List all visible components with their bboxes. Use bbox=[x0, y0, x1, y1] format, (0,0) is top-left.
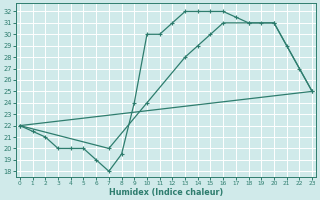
X-axis label: Humidex (Indice chaleur): Humidex (Indice chaleur) bbox=[109, 188, 223, 197]
